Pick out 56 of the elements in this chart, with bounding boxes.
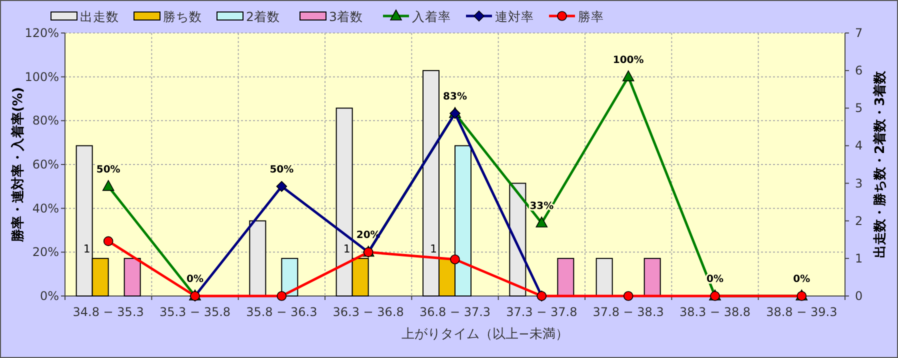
legend-label: 勝率 xyxy=(578,9,604,24)
bar xyxy=(124,258,141,296)
legend-label: 入着率 xyxy=(412,9,451,24)
y-tick-label: 120% xyxy=(24,26,59,40)
y2-tick-label: 1 xyxy=(855,251,863,266)
bar xyxy=(644,258,661,296)
x-tick-label: 35.8 − 36.3 xyxy=(246,305,318,319)
x-tick-label: 37.8 − 38.3 xyxy=(592,305,664,319)
x-tick-label: 36.3 − 36.8 xyxy=(332,305,404,319)
y2-tick-label: 2 xyxy=(855,214,863,228)
point xyxy=(450,254,460,264)
x-tick-label: 34.8 − 35.3 xyxy=(72,305,144,319)
bar xyxy=(249,220,266,296)
y-tick-label: 20% xyxy=(32,245,59,260)
y-tick-label: 0% xyxy=(40,289,59,303)
data-label: 0% xyxy=(186,274,204,285)
data-label: 1 xyxy=(430,242,437,256)
point xyxy=(276,181,288,192)
legend-label: 2着数 xyxy=(246,9,280,24)
data-label: 50% xyxy=(96,164,120,176)
legend-label: 連対率 xyxy=(495,9,534,24)
y2-tick-label: 4 xyxy=(855,138,863,153)
point xyxy=(536,216,548,228)
bar xyxy=(557,258,574,296)
x-tick-label: 37.3 − 37.8 xyxy=(506,305,578,319)
y-tick-label: 60% xyxy=(32,158,59,172)
y2-tick-label: 5 xyxy=(855,101,863,116)
data-label: 83% xyxy=(443,91,467,102)
data-label: 0% xyxy=(793,274,810,285)
data-label: 50% xyxy=(270,164,294,176)
point xyxy=(102,180,114,191)
x-tick-label: 35.3 − 35.8 xyxy=(159,305,231,319)
point xyxy=(622,70,634,82)
x-tick-label: 36.8 − 37.3 xyxy=(419,305,491,319)
point xyxy=(103,236,114,246)
y-axis-title: 勝率・連対率・入着率(%) xyxy=(10,87,26,243)
legend-label: 勝ち数 xyxy=(163,9,202,24)
y2-tick-label: 7 xyxy=(855,26,863,40)
data-label: 100% xyxy=(612,54,644,66)
legend-label: 3着数 xyxy=(329,9,363,24)
y2-tick-label: 0 xyxy=(855,289,863,303)
y2-tick-label: 6 xyxy=(855,64,863,78)
point xyxy=(623,291,634,301)
data-label: 1 xyxy=(83,242,90,256)
y-tick-label: 80% xyxy=(32,114,59,128)
x-tick-label: 38.8 − 39.3 xyxy=(766,305,838,319)
bar xyxy=(596,258,613,296)
x-axis-title: 上がりタイム（以上−未満） xyxy=(402,327,568,342)
y-tick-label: 40% xyxy=(32,201,59,216)
y-tick-label: 100% xyxy=(24,70,59,84)
x-tick-label: 38.3 − 38.8 xyxy=(679,305,751,319)
y2-axis-title: 出走数・勝ち数・2着数・3着数 xyxy=(872,70,888,258)
point xyxy=(276,291,287,301)
data-label: 1 xyxy=(343,242,350,256)
legend-label: 出走数 xyxy=(80,9,119,24)
y2-tick-label: 3 xyxy=(855,176,863,190)
